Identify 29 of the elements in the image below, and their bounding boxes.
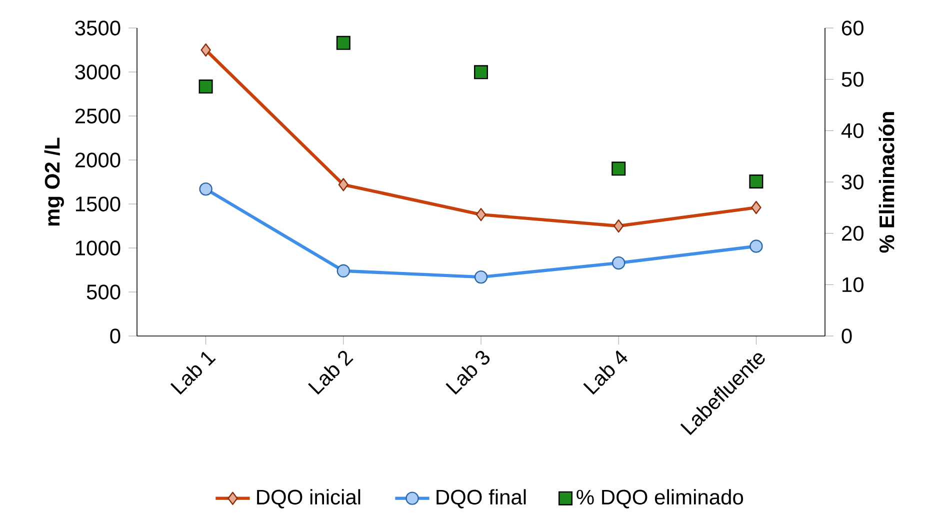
y2-tick-label: 20 <box>842 226 864 241</box>
point <box>474 65 488 80</box>
legend-label: DQO final <box>436 489 526 508</box>
y-tick-label: 1500 <box>76 196 120 212</box>
point <box>749 174 764 188</box>
point <box>612 162 626 176</box>
y-tick-label: 3500 <box>75 20 120 36</box>
y-tick-label: 2500 <box>75 108 120 124</box>
y-tick-label: 1000 <box>76 240 120 256</box>
y-tick-label: 3000 <box>75 64 120 80</box>
point <box>198 80 213 94</box>
x-tick-label: Lab 2 <box>308 350 354 395</box>
y2-tick-label: 30 <box>842 174 864 190</box>
x-tick-label: Lab 1 <box>170 352 216 395</box>
x-tick-label: Lab 3 <box>446 350 490 395</box>
y-tick-label: 2000 <box>75 152 120 168</box>
y2-tick-label: 0 <box>842 328 852 344</box>
y2-tick-label: 50 <box>842 72 864 87</box>
y2-axis-title: % Eliminación <box>878 112 894 253</box>
y-tick-label: 500 <box>86 284 120 300</box>
legend-label: DQO inicial <box>257 489 360 508</box>
legend-label: % DQO eliminado <box>576 489 744 508</box>
y-tick-label: 0 <box>110 328 120 344</box>
y2-tick-label: 60 <box>842 20 864 36</box>
y-axis-title: mg O2 /L <box>44 138 64 226</box>
y2-tick-label: 10 <box>842 277 864 292</box>
y2-tick-label: 40 <box>841 123 864 138</box>
point <box>336 36 350 50</box>
x-tick-label: Lab 4 <box>583 350 628 395</box>
